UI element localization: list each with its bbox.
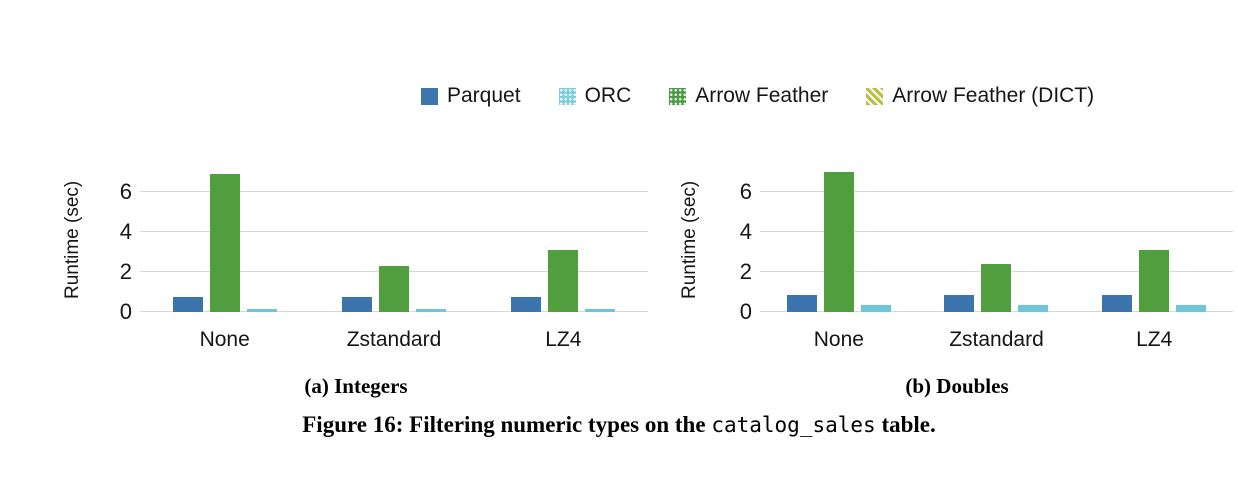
gridline-4 <box>760 231 1233 232</box>
y-tick-label-6: 6 <box>119 179 132 204</box>
legend-item-parquet: Parquet <box>421 84 521 108</box>
x-axis-label-lz4: LZ4 <box>545 328 582 351</box>
bar-parquet-zstandard <box>341 297 372 312</box>
plot-area-integers <box>140 168 648 312</box>
x-axis-label-none: None <box>813 328 864 351</box>
bar-arrow-feather-none <box>823 172 854 312</box>
y-tick-label-6: 6 <box>739 179 752 204</box>
chart-doubles: Runtime (sec) 0 2 4 6 (b) Doubles None Zstan… <box>679 160 1233 420</box>
bar-orc-none <box>246 309 277 312</box>
bar-parquet-none <box>786 295 817 312</box>
legend-item-arrow-feather-dict: Arrow Feather (DICT) <box>866 84 1094 108</box>
y-tick-label-4: 4 <box>739 219 752 244</box>
plot-area-doubles <box>760 168 1233 312</box>
y-tick-label-4: 4 <box>119 219 132 244</box>
bar-arrow-feather-zstandard <box>981 264 1012 312</box>
bar-group-lz4 <box>479 168 648 312</box>
x-axis-label-none: None <box>199 328 250 351</box>
y-axis-ticks: 0 2 4 6 <box>706 168 752 323</box>
figure-caption: Figure 16: Filtering numeric types on th… <box>0 412 1238 438</box>
bar-orc-none <box>860 305 891 312</box>
figure-caption-text: Figure 16: Filtering numeric types on th… <box>302 412 712 437</box>
bar-group-lz4 <box>1075 168 1233 312</box>
bar-parquet-lz4 <box>511 297 542 312</box>
legend-item-orc: ORC <box>558 84 632 108</box>
bar-group-zstandard <box>918 168 1076 312</box>
bar-arrow-feather-zstandard <box>378 266 409 312</box>
legend-item-arrow-feather: Arrow Feather <box>669 84 828 108</box>
legend-label-orc: ORC <box>584 84 632 107</box>
bar-orc-lz4 <box>585 309 616 312</box>
bar-arrow-feather-none <box>209 174 240 312</box>
parquet-swatch-icon <box>421 87 438 105</box>
legend-label-arrow-feather-dict: Arrow Feather (DICT) <box>892 84 1095 107</box>
bar-parquet-none <box>172 297 203 312</box>
chart-integers: Runtime (sec) 0 2 4 6 (a) Integers None Zsta… <box>62 160 648 420</box>
y-tick-label-0: 0 <box>739 299 752 324</box>
bar-arrow-feather-lz4 <box>548 250 579 312</box>
arrow-feather-swatch-icon <box>669 87 687 105</box>
legend-label-parquet: Parquet <box>447 84 521 107</box>
gridline-4 <box>140 231 648 232</box>
legend-label-arrow-feather: Arrow Feather <box>695 84 829 107</box>
y-tick-label-2: 2 <box>739 259 752 284</box>
subcaption-a: (a) Integers <box>304 374 408 398</box>
figure-caption-suffix: table. <box>875 412 936 437</box>
y-tick-label-0: 0 <box>119 299 132 324</box>
bar-parquet-lz4 <box>1102 295 1133 312</box>
gridline-6 <box>140 191 648 192</box>
bar-arrow-feather-lz4 <box>1139 250 1170 312</box>
y-tick-label-2: 2 <box>119 259 132 284</box>
y-axis-ticks: 0 2 4 6 <box>86 168 132 323</box>
gridline-6 <box>760 191 1233 192</box>
x-axis-label-lz4: LZ4 <box>1136 328 1173 351</box>
y-axis-title: Runtime (sec) <box>679 180 700 300</box>
x-axis-label-zstandard: Zstandard <box>949 328 1044 351</box>
figure-caption-code: catalog_sales <box>711 413 876 437</box>
bar-group-zstandard <box>309 168 478 312</box>
arrow-feather-dict-swatch-icon <box>866 87 884 105</box>
bar-orc-zstandard <box>1018 305 1049 312</box>
orc-swatch-icon <box>558 87 576 105</box>
bar-group-none <box>760 168 918 312</box>
bar-orc-lz4 <box>1176 305 1207 312</box>
x-axis-label-zstandard: Zstandard <box>346 328 442 351</box>
bar-parquet-zstandard <box>944 295 975 312</box>
y-axis-title: Runtime (sec) <box>62 180 83 300</box>
subcaption-b: (b) Doubles <box>905 374 1009 398</box>
bar-orc-zstandard <box>415 309 446 312</box>
bar-group-none <box>140 168 309 312</box>
chart-legend: Parquet ORC Arrow Feather Arrow Feather … <box>421 84 1094 108</box>
